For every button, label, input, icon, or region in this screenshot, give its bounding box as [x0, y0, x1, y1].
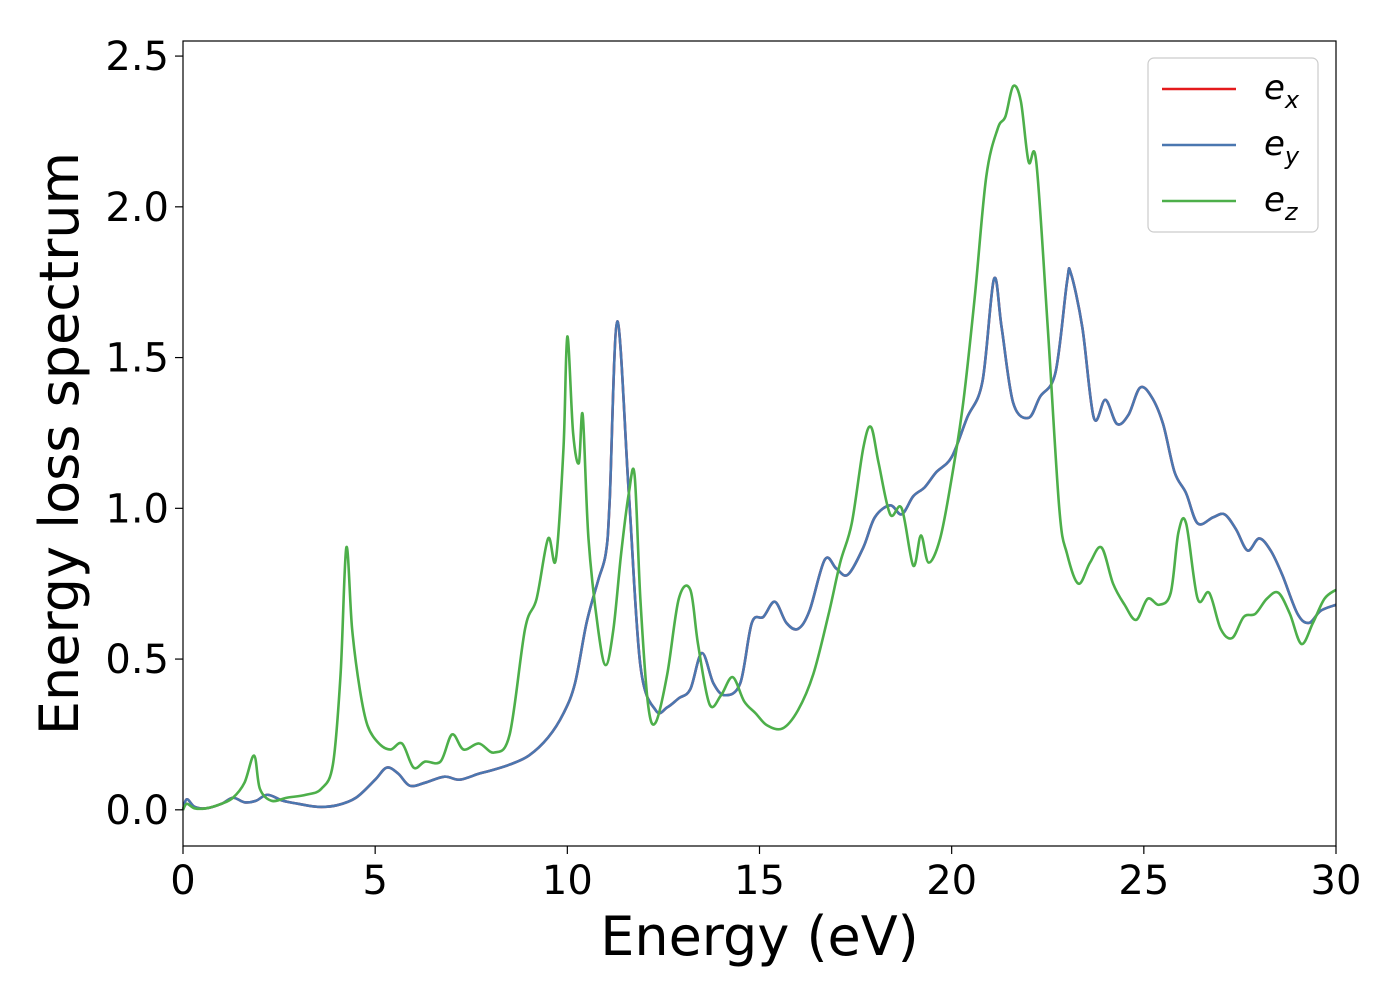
legend-label: ez [1264, 180, 1299, 226]
legend-label: ey [1264, 124, 1300, 170]
y-tick-label: 2.0 [105, 185, 169, 231]
x-tick-label: 15 [734, 858, 785, 904]
y-tick-label: 1.5 [105, 336, 169, 382]
y-axis-title: Energy loss spectrum [28, 152, 91, 735]
legend: ex ey ez [1147, 57, 1319, 233]
series-line-ey [181, 267, 1337, 811]
x-axis: 0 5 10 15 20 25 30 [170, 846, 1361, 904]
x-tick-label: 30 [1311, 858, 1362, 904]
y-tick-label: 0.5 [105, 637, 169, 683]
x-tick-label: 25 [1118, 858, 1169, 904]
x-tick-label: 5 [362, 858, 387, 904]
series-layer [181, 84, 1337, 811]
y-axis: 0.0 0.5 1.0 1.5 2.0 2.5 [105, 34, 183, 834]
y-tick-label: 2.5 [105, 34, 169, 80]
y-tick-label: 0.0 [105, 788, 169, 834]
x-tick-label: 0 [170, 858, 195, 904]
y-tick-label: 1.0 [105, 486, 169, 532]
x-axis-title: Energy (eV) [600, 905, 919, 968]
x-tick-label: 10 [542, 858, 593, 904]
legend-label: ex [1264, 68, 1300, 114]
x-tick-label: 20 [926, 858, 977, 904]
series-line-ez [181, 84, 1337, 811]
